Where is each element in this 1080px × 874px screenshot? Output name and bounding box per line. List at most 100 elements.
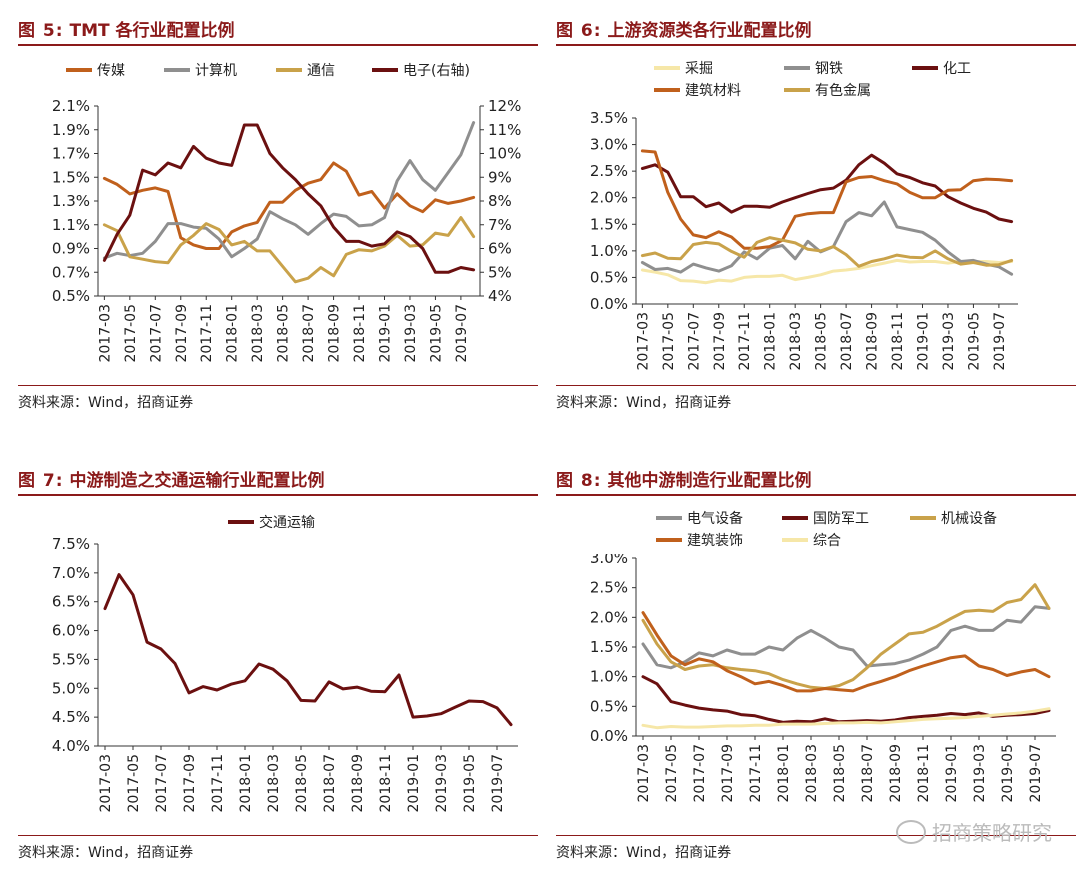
x-tick-label: 2019-01: [378, 304, 394, 363]
legend-item: 机械设备: [910, 508, 997, 528]
panel-title: 图 6: 上游资源类各行业配置比例: [556, 16, 811, 41]
series-line: [641, 611, 1051, 693]
x-tick-label: 2018-11: [352, 304, 368, 363]
x-tick-label: 2017-11: [210, 754, 226, 813]
y-tick-label: 4.5%: [52, 708, 90, 726]
legend-swatch: [656, 538, 682, 542]
y-tick-label: 5.0%: [52, 679, 90, 697]
chart-panel-tmt: 图 5: TMT 各行业配置比例 传媒 计算机 通信 电子(右轴) 0.5% 0.…: [18, 16, 538, 416]
y-tick-label: 1.5%: [590, 638, 628, 656]
legend-label: 采掘: [685, 61, 713, 77]
legend-label: 通信: [307, 63, 335, 79]
y2-tick-label: 11%: [488, 121, 521, 139]
figure-title: 其他中游制造行业配置比例: [607, 471, 812, 491]
x-tick-label: 2018-01: [763, 312, 779, 371]
chart-panel-upstream: 图 6: 上游资源类各行业配置比例 采掘 钢铁 化工 建筑材料 有色金属 0.0…: [556, 16, 1076, 416]
x-tick-label: 2019-03: [403, 304, 419, 363]
x-tick-label: 2017-05: [661, 312, 677, 371]
y2-tick-label: 6%: [488, 240, 512, 258]
y2-tick-label: 12%: [488, 97, 521, 115]
legend-item: 钢铁: [784, 58, 843, 78]
legend-label: 电子(右轴): [403, 63, 470, 79]
source-note: 资料来源：Wind，招商证券: [18, 845, 194, 861]
y-tick-label: 1.1%: [52, 216, 90, 234]
y-tick-label: 1.7%: [52, 145, 90, 163]
figure-number: 图 5:: [18, 21, 64, 41]
legend-label: 交通运输: [259, 515, 315, 531]
x-tick-label: 2019-03: [972, 744, 988, 803]
source-rule: [556, 385, 1076, 386]
x-tick-label: 2017-11: [748, 744, 764, 803]
y-tick-label: 0.0%: [590, 295, 628, 313]
figure-title: 上游资源类各行业配置比例: [607, 21, 812, 41]
y2-tick-label: 5%: [488, 263, 512, 281]
chart-plot: 0.0% 0.5% 1.0% 1.5% 2.0% 2.5% 3.0% 2017-03 2017-…: [590, 554, 1056, 803]
y-tick-label: 2.0%: [590, 189, 628, 207]
x-tick-label: 2017-03: [635, 312, 651, 371]
y-tick-label: 0.0%: [590, 727, 628, 745]
legend-swatch: [784, 66, 810, 70]
legend-swatch: [66, 68, 92, 72]
x-tick-label: 2018-05: [832, 744, 848, 803]
x-tick-label: 2018-05: [276, 304, 292, 363]
x-tick-label: 2017-09: [712, 312, 728, 371]
x-tick-label: 2018-01: [225, 304, 241, 363]
x-tick-label: 2017-09: [720, 744, 736, 803]
x-tick-label: 2018-05: [294, 754, 310, 813]
y-tick-label: 2.5%: [590, 579, 628, 597]
chart-panel-transport: 图 7: 中游制造之交通运输行业配置比例 交通运输 4.0% 4.5% 5.0% 5.…: [18, 466, 538, 866]
title-rule: [556, 44, 1076, 46]
y-tick-label: 4.0%: [52, 737, 90, 755]
figure-number: 图 8:: [556, 471, 602, 491]
x-tick-label: 2018-01: [776, 744, 792, 803]
source-rule: [18, 835, 538, 836]
wechat-icon: [896, 819, 926, 844]
y2-tick-label: 7%: [488, 216, 512, 234]
legend-item: 通信: [276, 60, 335, 80]
legend-item: 国防军工: [782, 508, 869, 528]
x-tick-label: 2017-07: [692, 744, 708, 803]
legend-label: 建筑材料: [685, 83, 741, 99]
y-tick-label: 1.9%: [52, 121, 90, 139]
title-rule: [18, 494, 538, 496]
x-tick-label: 2017-11: [199, 304, 215, 363]
y2-tick-label: 4%: [488, 287, 512, 305]
x-tick-label: 2017-03: [636, 744, 652, 803]
x-tick-label: 2019-07: [992, 312, 1008, 371]
legend-swatch: [164, 68, 190, 72]
legend-swatch: [228, 520, 254, 524]
x-tick-label: 2017-03: [98, 754, 114, 813]
x-tick-label: 2017-07: [154, 754, 170, 813]
x-tick-label: 2017-05: [664, 744, 680, 803]
x-tick-label: 2019-05: [966, 312, 982, 371]
panel-title: 图 5: TMT 各行业配置比例: [18, 16, 235, 41]
y-tick-label: 2.1%: [52, 97, 90, 115]
x-tick-label: 2018-11: [916, 744, 932, 803]
series-line: [102, 123, 476, 274]
x-tick-label: 2018-03: [266, 754, 282, 813]
legend-item: 有色金属: [784, 80, 871, 100]
series-line: [640, 258, 1014, 285]
figure-number: 图 6:: [556, 21, 602, 41]
legend-swatch: [910, 516, 936, 520]
source-rule: [18, 385, 538, 386]
x-tick-label: 2019-03: [434, 754, 450, 813]
x-tick-label: 2019-01: [916, 312, 932, 371]
series-line: [640, 149, 1014, 250]
x-tick-label: 2018-11: [378, 754, 394, 813]
figure-title: TMT 各行业配置比例: [69, 21, 235, 41]
chart-legend: 传媒 计算机 通信 电子(右轴): [66, 60, 536, 84]
series-line: [641, 583, 1051, 690]
y2-tick-label: 10%: [488, 145, 521, 163]
x-tick-label: 2017-03: [97, 304, 113, 363]
x-tick-label: 2017-09: [174, 304, 190, 363]
chart-plot: 0.0% 0.5% 1.0% 1.5% 2.0% 2.5% 3.0% 3.5% 2017-03 2…: [590, 109, 1018, 371]
x-tick-label: 2018-07: [301, 304, 317, 363]
legend-item: 化工: [912, 58, 971, 78]
series-line: [103, 573, 513, 727]
series-line: [641, 707, 1051, 730]
y-tick-label: 0.5%: [590, 697, 628, 715]
source-note: 资料来源：Wind，招商证券: [556, 845, 732, 861]
watermark-text: 招商策略研究: [932, 821, 1052, 845]
y-tick-label: 1.0%: [590, 668, 628, 686]
